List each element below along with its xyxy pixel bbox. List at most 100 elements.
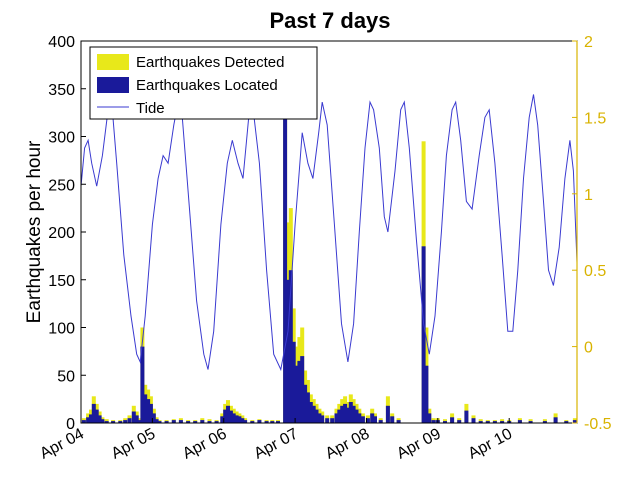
bar-located-54 [311, 405, 316, 423]
bar-located-4 [94, 409, 99, 423]
y-axis-label: Earthquakes per hour [24, 140, 45, 323]
bar-located-55 [314, 409, 319, 423]
y2-tick-label-5: 2 [584, 34, 593, 51]
bar-located-85 [464, 410, 469, 423]
bar-located-67 [354, 409, 359, 423]
bar-located-45 [286, 279, 290, 424]
bar-located-73 [378, 420, 383, 423]
bar-located-31 [223, 409, 228, 423]
bar-located-76 [396, 420, 401, 423]
legend: Earthquakes Detected Earthquakes Located… [89, 46, 318, 120]
y-tick-label-6: 300 [48, 130, 75, 147]
bar-located-46 [288, 270, 293, 423]
bar-located-72 [373, 416, 377, 423]
y2-tick-label-3: 1 [584, 187, 593, 204]
bar-located-23 [171, 420, 176, 423]
bar-located-2 [89, 414, 93, 423]
bar-located-80 [431, 420, 436, 423]
bar-located-60 [334, 413, 339, 423]
bar-located-90 [500, 421, 505, 423]
tide-line [80, 94, 578, 372]
bar-located-49 [297, 360, 302, 423]
y-tick-label-7: 350 [48, 82, 75, 99]
y-tick-label-1: 50 [57, 368, 75, 385]
bar-located-69 [360, 416, 365, 423]
bar-located-53 [308, 402, 313, 423]
bar-located-9 [118, 421, 123, 423]
bar-located-20 [154, 419, 159, 423]
bar-located-38 [243, 420, 248, 423]
bar-located-43 [276, 421, 280, 423]
bar-located-61 [337, 409, 342, 423]
y-axis-ticks: 0 50 100 150 200 250 300 350 400 [48, 34, 86, 433]
bar-located-11 [127, 418, 132, 423]
y2-axis-ticks: -0.5 0 0.5 1 1.5 2 [572, 34, 612, 433]
bar-located-66 [351, 405, 356, 423]
bar-located-77 [421, 246, 426, 423]
bar-located-92 [517, 420, 522, 423]
bar-located-30 [220, 416, 225, 423]
bar-located-0 [81, 420, 86, 423]
y2-tick-label-0: -0.5 [584, 416, 612, 433]
bar-layer [81, 55, 577, 424]
bar-located-28 [207, 421, 212, 423]
bar-located-8 [111, 421, 116, 423]
bar-located-82 [443, 421, 447, 423]
bar-located-35 [234, 415, 239, 423]
bar-located-16 [143, 394, 148, 423]
y-tick-label-8: 400 [48, 34, 75, 51]
bar-located-84 [457, 420, 462, 423]
bar-located-39 [250, 421, 255, 423]
bar-located-50 [300, 356, 305, 423]
bar-located-79 [427, 413, 432, 423]
y2-tick-label-4: 1.5 [584, 110, 606, 127]
bar-located-44 [283, 107, 288, 424]
bar-located-32 [226, 405, 230, 423]
bar-located-63 [343, 403, 348, 423]
bar-located-96 [564, 421, 569, 423]
bar-located-71 [370, 413, 375, 423]
bar-located-70 [365, 418, 370, 423]
bar-located-25 [186, 421, 191, 423]
bar-located-48 [294, 365, 299, 423]
bar-located-12 [131, 411, 136, 423]
bar-located-64 [345, 407, 350, 423]
y-tick-label-5: 250 [48, 177, 75, 194]
bar-located-17 [146, 399, 151, 423]
bar-located-3 [91, 403, 96, 423]
bar-located-56 [317, 413, 322, 423]
bar-located-29 [214, 421, 219, 423]
bar-located-5 [97, 415, 102, 423]
y-tick-label-0: 0 [66, 416, 75, 433]
bar-located-52 [305, 392, 310, 423]
bar-located-33 [228, 410, 233, 423]
y-tick-label-2: 100 [48, 321, 75, 338]
legend-swatch-detected [97, 54, 129, 70]
bar-located-13 [134, 415, 139, 423]
bar-located-37 [240, 418, 245, 423]
bar-located-24 [178, 420, 183, 423]
bar-located-1 [86, 417, 91, 423]
bar-located-40 [257, 420, 262, 423]
bar-located-59 [330, 418, 335, 423]
bar-located-83 [450, 417, 455, 423]
bar-located-78 [424, 365, 429, 423]
bar-located-18 [148, 403, 153, 423]
legend-label-tide: Tide [136, 100, 165, 117]
y2-tick-label-1: 0 [584, 340, 593, 357]
y-tick-label-4: 200 [48, 225, 75, 242]
bar-located-86 [471, 418, 476, 423]
bar-located-47 [291, 341, 296, 423]
bar-located-51 [303, 384, 308, 423]
bar-located-6 [100, 419, 105, 423]
bar-located-14 [137, 420, 142, 423]
bar-located-93 [528, 421, 533, 423]
tide-layer [80, 94, 578, 372]
bar-located-94 [542, 421, 547, 423]
bar-located-97 [572, 420, 577, 423]
bar-located-68 [357, 413, 362, 423]
bar-located-27 [200, 420, 205, 423]
bar-located-36 [237, 416, 242, 423]
bar-located-57 [320, 415, 325, 423]
